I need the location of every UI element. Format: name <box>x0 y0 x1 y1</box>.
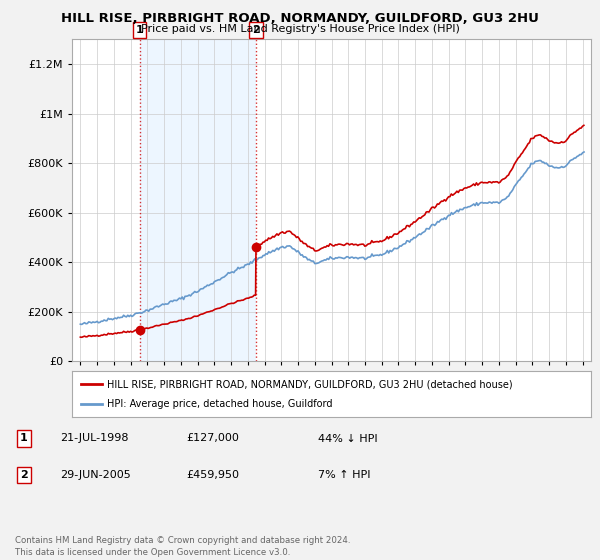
Text: 21-JUL-1998: 21-JUL-1998 <box>60 433 128 444</box>
Text: £459,950: £459,950 <box>186 470 239 480</box>
Text: 2: 2 <box>252 25 260 35</box>
Text: 1: 1 <box>136 25 143 35</box>
Text: 29-JUN-2005: 29-JUN-2005 <box>60 470 131 480</box>
Text: Contains HM Land Registry data © Crown copyright and database right 2024.
This d: Contains HM Land Registry data © Crown c… <box>15 536 350 557</box>
Text: HPI: Average price, detached house, Guildford: HPI: Average price, detached house, Guil… <box>107 399 333 409</box>
Text: 2: 2 <box>20 470 28 480</box>
Text: 7% ↑ HPI: 7% ↑ HPI <box>318 470 371 480</box>
Text: 1: 1 <box>20 433 28 444</box>
Text: £127,000: £127,000 <box>186 433 239 444</box>
Text: HILL RISE, PIRBRIGHT ROAD, NORMANDY, GUILDFORD, GU3 2HU: HILL RISE, PIRBRIGHT ROAD, NORMANDY, GUI… <box>61 12 539 25</box>
Text: 44% ↓ HPI: 44% ↓ HPI <box>318 433 377 444</box>
Text: Price paid vs. HM Land Registry's House Price Index (HPI): Price paid vs. HM Land Registry's House … <box>140 24 460 34</box>
Text: HILL RISE, PIRBRIGHT ROAD, NORMANDY, GUILDFORD, GU3 2HU (detached house): HILL RISE, PIRBRIGHT ROAD, NORMANDY, GUI… <box>107 379 513 389</box>
Bar <box>140 39 256 361</box>
